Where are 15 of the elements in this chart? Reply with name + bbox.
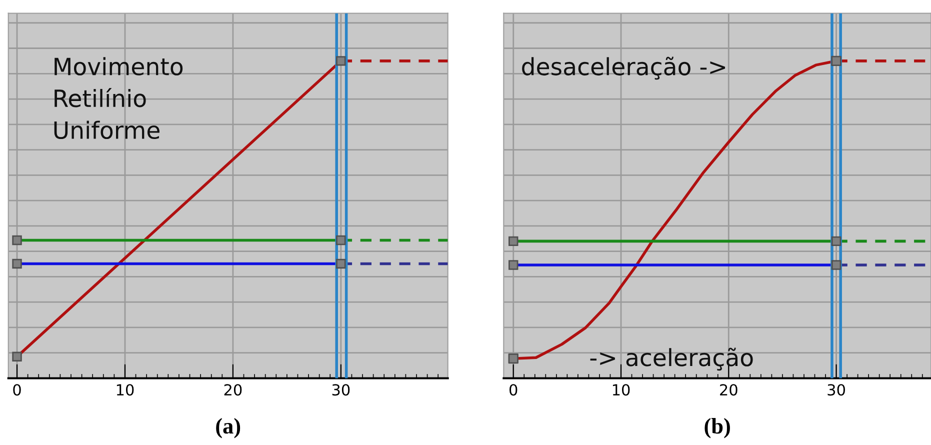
x-tick-label: 20 [720,384,738,396]
x-tick-label: 30 [332,384,350,396]
x-axis-title: (a) [216,418,240,438]
x-axis-title: (b) [704,418,730,438]
annotation: desaceleração -> [522,56,726,80]
x-tick-label: 10 [612,384,630,396]
x-tick-label: 30 [828,384,845,396]
x-tick-label: 20 [224,384,242,396]
annotation: Movimento Retilínio Uniforme [54,57,183,140]
x-tick-label: 0 [13,384,21,396]
x-tick-label: 0 [510,384,518,396]
annotation: -> aceleração [590,348,753,371]
x-tick-label: 10 [116,384,134,396]
point [508,353,518,364]
point [831,56,842,66]
